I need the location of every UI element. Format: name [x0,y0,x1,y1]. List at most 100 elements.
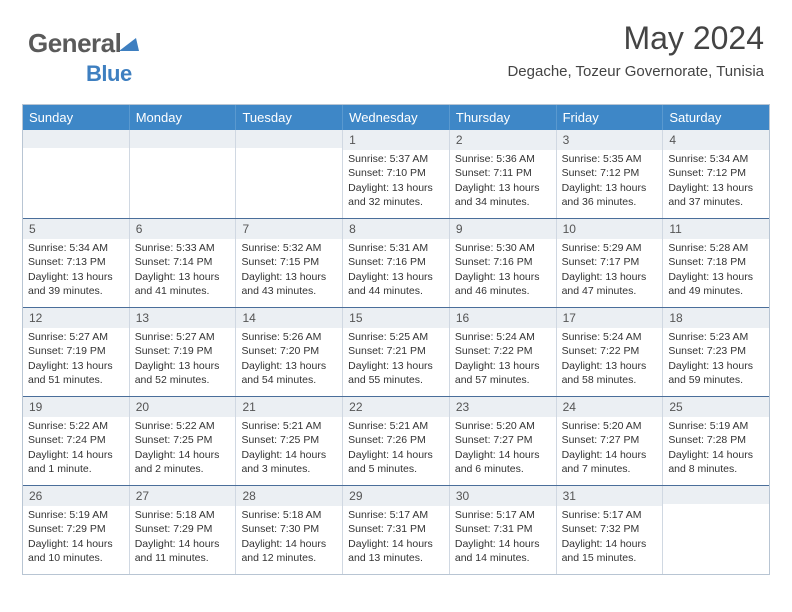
sunrise-text: Sunrise: 5:18 AM [241,508,337,522]
day-body: Sunrise: 5:18 AMSunset: 7:29 PMDaylight:… [130,506,236,569]
sunrise-text: Sunrise: 5:34 AM [28,241,124,255]
day-number: 17 [557,308,663,328]
sunrise-text: Sunrise: 5:17 AM [455,508,551,522]
day-number: 16 [450,308,556,328]
calendar-day [236,130,343,218]
daylight-text: Daylight: 14 hours and 8 minutes. [668,448,764,476]
day-body: Sunrise: 5:21 AMSunset: 7:26 PMDaylight:… [343,417,449,480]
daylight-text: Daylight: 14 hours and 5 minutes. [348,448,444,476]
calendar-day: 22Sunrise: 5:21 AMSunset: 7:26 PMDayligh… [343,397,450,485]
day-number: 11 [663,219,769,239]
calendar-day: 13Sunrise: 5:27 AMSunset: 7:19 PMDayligh… [130,308,237,396]
calendar-day: 16Sunrise: 5:24 AMSunset: 7:22 PMDayligh… [450,308,557,396]
sunrise-text: Sunrise: 5:17 AM [562,508,658,522]
day-number: 4 [663,130,769,150]
daylight-text: Daylight: 13 hours and 54 minutes. [241,359,337,387]
calendar-day: 14Sunrise: 5:26 AMSunset: 7:20 PMDayligh… [236,308,343,396]
page-title: May 2024 [507,20,764,57]
calendar-day: 19Sunrise: 5:22 AMSunset: 7:24 PMDayligh… [23,397,130,485]
logo-triangle-icon [119,36,139,54]
daylight-text: Daylight: 14 hours and 7 minutes. [562,448,658,476]
daylight-text: Daylight: 14 hours and 14 minutes. [455,537,551,565]
sunset-text: Sunset: 7:11 PM [455,166,551,180]
sunset-text: Sunset: 7:23 PM [668,344,764,358]
daylight-text: Daylight: 14 hours and 13 minutes. [348,537,444,565]
day-number: 6 [130,219,236,239]
calendar-day: 18Sunrise: 5:23 AMSunset: 7:23 PMDayligh… [663,308,769,396]
daylight-text: Daylight: 13 hours and 34 minutes. [455,181,551,209]
day-body: Sunrise: 5:28 AMSunset: 7:18 PMDaylight:… [663,239,769,302]
sunrise-text: Sunrise: 5:28 AM [668,241,764,255]
day-body: Sunrise: 5:29 AMSunset: 7:17 PMDaylight:… [557,239,663,302]
daylight-text: Daylight: 13 hours and 47 minutes. [562,270,658,298]
calendar-day: 1Sunrise: 5:37 AMSunset: 7:10 PMDaylight… [343,130,450,218]
sunrise-text: Sunrise: 5:17 AM [348,508,444,522]
weekday-header: Sunday [23,105,130,130]
weekday-header: Monday [130,105,237,130]
sunset-text: Sunset: 7:27 PM [455,433,551,447]
sunset-text: Sunset: 7:20 PM [241,344,337,358]
sunrise-text: Sunrise: 5:19 AM [28,508,124,522]
calendar-day: 9Sunrise: 5:30 AMSunset: 7:16 PMDaylight… [450,219,557,307]
sunrise-text: Sunrise: 5:31 AM [348,241,444,255]
daylight-text: Daylight: 13 hours and 36 minutes. [562,181,658,209]
day-body: Sunrise: 5:20 AMSunset: 7:27 PMDaylight:… [557,417,663,480]
weekday-header: Saturday [663,105,769,130]
calendar-week: 26Sunrise: 5:19 AMSunset: 7:29 PMDayligh… [23,485,769,574]
sunset-text: Sunset: 7:27 PM [562,433,658,447]
day-number: 13 [130,308,236,328]
daylight-text: Daylight: 13 hours and 59 minutes. [668,359,764,387]
day-number: 5 [23,219,129,239]
sunrise-text: Sunrise: 5:25 AM [348,330,444,344]
day-number: 12 [23,308,129,328]
sunset-text: Sunset: 7:32 PM [562,522,658,536]
calendar-day: 29Sunrise: 5:17 AMSunset: 7:31 PMDayligh… [343,486,450,574]
sunrise-text: Sunrise: 5:23 AM [668,330,764,344]
calendar-day: 5Sunrise: 5:34 AMSunset: 7:13 PMDaylight… [23,219,130,307]
day-number: 8 [343,219,449,239]
calendar-day: 3Sunrise: 5:35 AMSunset: 7:12 PMDaylight… [557,130,664,218]
day-number: 1 [343,130,449,150]
day-number: 21 [236,397,342,417]
daylight-text: Daylight: 13 hours and 58 minutes. [562,359,658,387]
weekday-header: Wednesday [343,105,450,130]
day-number: 14 [236,308,342,328]
sunset-text: Sunset: 7:16 PM [348,255,444,269]
daylight-text: Daylight: 13 hours and 39 minutes. [28,270,124,298]
calendar-day: 27Sunrise: 5:18 AMSunset: 7:29 PMDayligh… [130,486,237,574]
weekday-header: Tuesday [236,105,343,130]
daylight-text: Daylight: 13 hours and 37 minutes. [668,181,764,209]
day-number: 28 [236,486,342,506]
day-body: Sunrise: 5:19 AMSunset: 7:28 PMDaylight:… [663,417,769,480]
day-number: 7 [236,219,342,239]
day-number [23,130,129,148]
sunrise-text: Sunrise: 5:22 AM [135,419,231,433]
sunset-text: Sunset: 7:26 PM [348,433,444,447]
daylight-text: Daylight: 13 hours and 55 minutes. [348,359,444,387]
sunset-text: Sunset: 7:16 PM [455,255,551,269]
day-number [130,130,236,148]
sunset-text: Sunset: 7:12 PM [668,166,764,180]
day-number: 18 [663,308,769,328]
day-number [236,130,342,148]
daylight-text: Daylight: 14 hours and 12 minutes. [241,537,337,565]
day-body: Sunrise: 5:27 AMSunset: 7:19 PMDaylight:… [23,328,129,391]
calendar-day: 7Sunrise: 5:32 AMSunset: 7:15 PMDaylight… [236,219,343,307]
sunset-text: Sunset: 7:19 PM [135,344,231,358]
day-body: Sunrise: 5:26 AMSunset: 7:20 PMDaylight:… [236,328,342,391]
sunset-text: Sunset: 7:19 PM [28,344,124,358]
weekday-header-row: Sunday Monday Tuesday Wednesday Thursday… [23,105,769,130]
day-body: Sunrise: 5:24 AMSunset: 7:22 PMDaylight:… [557,328,663,391]
day-body: Sunrise: 5:22 AMSunset: 7:25 PMDaylight:… [130,417,236,480]
day-body: Sunrise: 5:33 AMSunset: 7:14 PMDaylight:… [130,239,236,302]
brand-logo: General Blue [28,28,139,90]
sunrise-text: Sunrise: 5:24 AM [562,330,658,344]
day-body: Sunrise: 5:23 AMSunset: 7:23 PMDaylight:… [663,328,769,391]
day-body: Sunrise: 5:37 AMSunset: 7:10 PMDaylight:… [343,150,449,213]
sunrise-text: Sunrise: 5:21 AM [348,419,444,433]
page-header: May 2024 Degache, Tozeur Governorate, Tu… [507,20,764,80]
sunset-text: Sunset: 7:31 PM [455,522,551,536]
calendar-day: 2Sunrise: 5:36 AMSunset: 7:11 PMDaylight… [450,130,557,218]
sunset-text: Sunset: 7:30 PM [241,522,337,536]
sunrise-text: Sunrise: 5:33 AM [135,241,231,255]
